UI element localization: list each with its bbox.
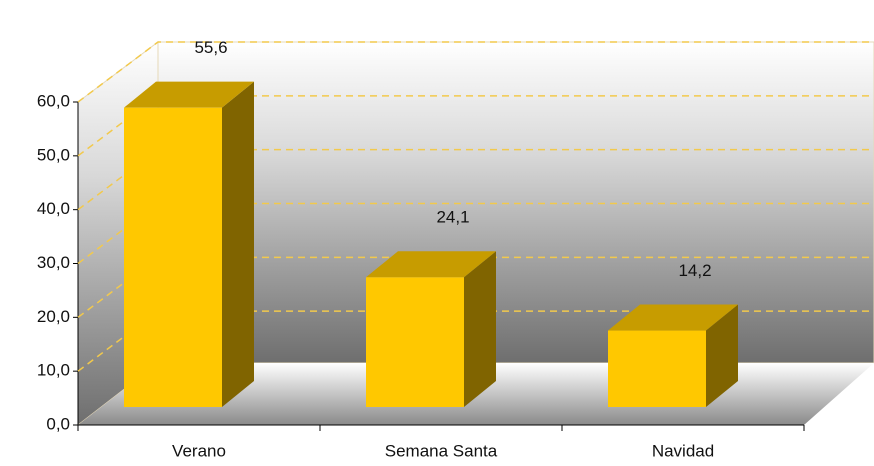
y-tick-label: 30,0 (37, 253, 70, 272)
y-tick-label: 50,0 (37, 145, 70, 164)
y-tick-label: 20,0 (37, 307, 70, 326)
value-label: 55,6 (194, 38, 227, 57)
value-label: 24,1 (436, 208, 469, 227)
back-wall (157, 41, 874, 364)
x-tick-label: Verano (172, 441, 226, 460)
bar-top (608, 304, 738, 331)
bar-side (464, 251, 496, 407)
bar (608, 330, 706, 407)
y-tick-label: 0,0 (46, 414, 70, 433)
bar-top (366, 251, 496, 278)
value-label: 14,2 (678, 261, 711, 280)
bar (366, 277, 464, 407)
y-tick-label: 40,0 (37, 199, 70, 218)
bar-side (222, 81, 254, 407)
y-tick-label: 10,0 (37, 361, 70, 380)
grid-line (77, 41, 874, 103)
x-tick-label: Semana Santa (385, 441, 498, 460)
bar-top (124, 81, 254, 108)
x-tick-label: Navidad (652, 441, 714, 460)
bar-side (706, 304, 738, 407)
bar (124, 107, 222, 407)
y-tick-label: 60,0 (37, 91, 70, 110)
